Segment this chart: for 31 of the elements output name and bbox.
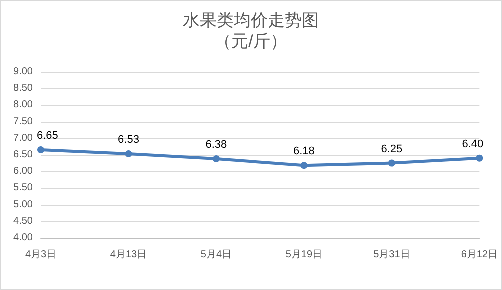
data-label: 6.53 <box>118 134 140 146</box>
data-label: 6.40 <box>462 138 484 150</box>
y-tick-label: 9.00 <box>14 66 34 78</box>
x-tick-label: 5月19日 <box>286 250 323 260</box>
data-label: 6.25 <box>381 143 403 156</box>
x-tick-label: 6月12日 <box>461 250 498 260</box>
point <box>300 162 308 170</box>
y-tick-label: 5.50 <box>14 182 34 194</box>
x-tick-label: 4月13日 <box>110 250 148 260</box>
y-tick-label: 6.50 <box>14 150 34 160</box>
y-tick-label: 6.00 <box>14 166 34 178</box>
y-tick-label: 8.50 <box>14 83 34 94</box>
x-tick-label: 5月4日 <box>200 250 232 260</box>
chart-title: 水果类均价走势图 <box>183 11 319 30</box>
y-tick-label: 5.00 <box>14 199 34 210</box>
x-tick-label: 5月31日 <box>374 250 410 260</box>
x-tick-label: 4月3日 <box>25 250 57 260</box>
data-label: 6.65 <box>37 130 58 142</box>
point <box>212 155 220 162</box>
point <box>388 160 396 167</box>
y-tick-label: 8.00 <box>14 100 34 111</box>
point <box>476 154 484 162</box>
data-label: 6.38 <box>206 138 228 151</box>
point <box>125 150 132 158</box>
y-tick-label: 7.00 <box>14 132 34 144</box>
data-label: 6.18 <box>293 146 315 158</box>
y-tick-label: 4.00 <box>14 232 34 244</box>
chart-subtitle: （元/斤） <box>214 32 288 51</box>
y-tick-label: 7.50 <box>14 116 34 128</box>
point <box>38 146 44 154</box>
y-tick-label: 4.50 <box>14 216 34 227</box>
